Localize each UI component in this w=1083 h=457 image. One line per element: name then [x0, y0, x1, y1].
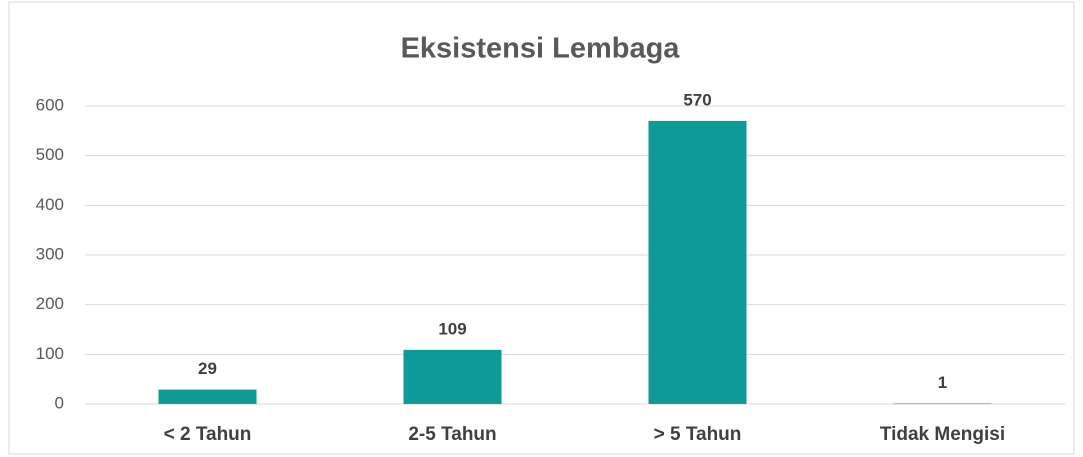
y-tick-label: 400 — [36, 195, 64, 214]
chart-border — [8, 1, 1075, 455]
x-tick-label: 2-5 Tahun — [408, 424, 496, 445]
y-tick-label: 200 — [36, 294, 64, 313]
y-tick-label: 100 — [36, 344, 64, 363]
bar — [403, 349, 502, 404]
x-tick-label: Tidak Mengisi — [880, 424, 1005, 445]
x-tick-label: < 2 Tahun — [164, 424, 252, 445]
y-tick-label: 0 — [55, 393, 64, 412]
y-tick-label: 600 — [36, 95, 64, 114]
chart-title: Eksistensi Lembaga — [401, 33, 681, 65]
data-label: 29 — [198, 359, 217, 378]
data-label: 570 — [683, 90, 711, 109]
data-label: 1 — [938, 373, 947, 392]
data-label: 109 — [438, 319, 466, 338]
bar — [648, 120, 747, 405]
y-tick-label: 300 — [36, 244, 64, 263]
y-tick-label: 500 — [36, 145, 64, 164]
x-tick-label: > 5 Tahun — [654, 424, 742, 445]
bar — [158, 389, 257, 404]
